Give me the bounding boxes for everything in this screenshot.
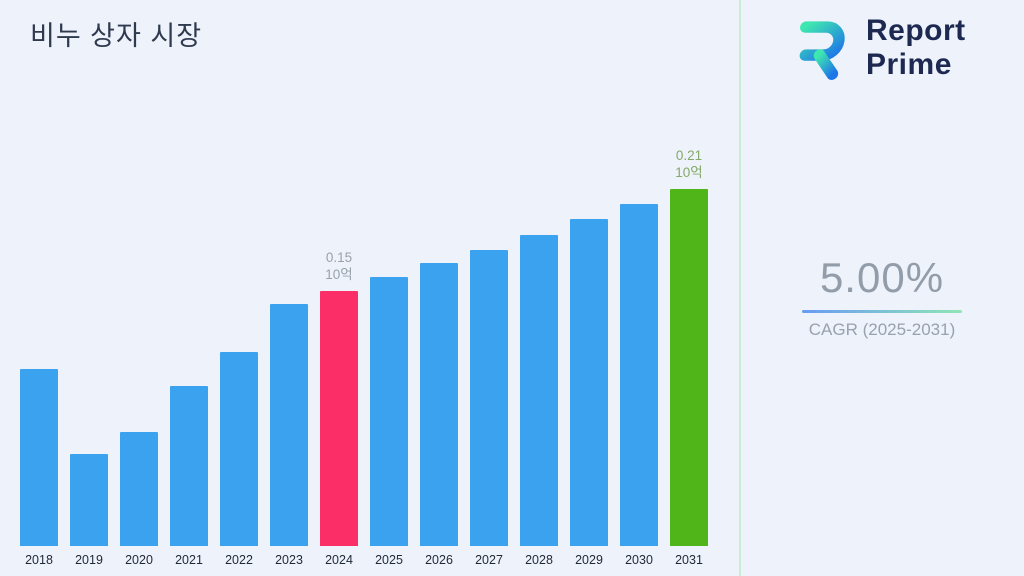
- bar-2031: 0.21 10억: [670, 148, 708, 546]
- x-label-2027: 2027: [475, 553, 503, 567]
- x-label-2028: 2028: [525, 553, 553, 567]
- bar-annotation-2024: 0.15 10억: [325, 249, 353, 283]
- cagr-underline: [802, 310, 962, 313]
- x-label-2025: 2025: [375, 553, 403, 567]
- bar-2027: [470, 250, 508, 546]
- bar-annotation-2031: 0.21 10억: [675, 147, 703, 181]
- x-label-2026: 2026: [425, 553, 453, 567]
- bar-column-2020: 2020: [120, 432, 158, 568]
- bar-column-2030: 2030: [620, 204, 658, 568]
- x-label-2022: 2022: [225, 553, 253, 567]
- cagr-value: 5.00%: [819, 254, 945, 301]
- bar-2028: [520, 235, 558, 546]
- divider-line: [739, 0, 741, 576]
- bar-2024: 0.15 10억: [320, 250, 358, 546]
- bar-2025: [370, 277, 408, 546]
- page-title: 비누 상자 시장: [30, 21, 203, 51]
- bar-column-2027: 2027: [470, 250, 508, 568]
- bar-column-2031: 0.21 10억 2031: [670, 148, 708, 568]
- bar-2020: [120, 432, 158, 546]
- cagr-label: CAGR (2025-2031): [808, 320, 956, 339]
- cagr-stat: 5.00% CAGR (2025-2031): [772, 254, 992, 340]
- bar-column-2024: 0.15 10억 2024: [320, 250, 358, 568]
- bar-2029: [570, 219, 608, 546]
- x-label-2019: 2019: [75, 553, 103, 567]
- x-label-2021: 2021: [175, 553, 203, 567]
- bar-column-2018: 2018: [20, 369, 58, 568]
- bar-column-2023: 2023: [270, 304, 308, 568]
- x-label-2029: 2029: [575, 553, 603, 567]
- bar-2021: [170, 386, 208, 546]
- bar-column-2019: 2019: [70, 454, 108, 568]
- logo-word-report: Report: [866, 14, 966, 48]
- bar-column-2026: 2026: [420, 263, 458, 568]
- bar-column-2029: 2029: [570, 219, 608, 568]
- x-label-2020: 2020: [125, 553, 153, 567]
- x-label-2023: 2023: [275, 553, 303, 567]
- bar-2019: [70, 454, 108, 546]
- x-label-2030: 2030: [625, 553, 653, 567]
- bar-column-2028: 2028: [520, 235, 558, 568]
- logo-wordmark: Report Prime: [866, 14, 966, 81]
- bar-2018: [20, 369, 58, 546]
- bar-chart: 2018 2019 2020 2021 2022 2023 0.15 10억 2024 2025 2…: [20, 148, 708, 568]
- bar-column-2025: 2025: [370, 277, 408, 568]
- bar-2022: [220, 352, 258, 546]
- bar-column-2021: 2021: [170, 386, 208, 568]
- x-label-2024: 2024: [325, 553, 353, 567]
- bar-2030: [620, 204, 658, 546]
- bar-2026: [420, 263, 458, 546]
- bar-2023: [270, 304, 308, 546]
- x-label-2031: 2031: [675, 553, 703, 567]
- logo-word-prime: Prime: [866, 48, 952, 81]
- report-prime-logo-icon: [793, 19, 845, 80]
- x-label-2018: 2018: [25, 553, 53, 567]
- bar-column-2022: 2022: [220, 352, 258, 568]
- report-prime-logo: Report Prime: [772, 6, 966, 90]
